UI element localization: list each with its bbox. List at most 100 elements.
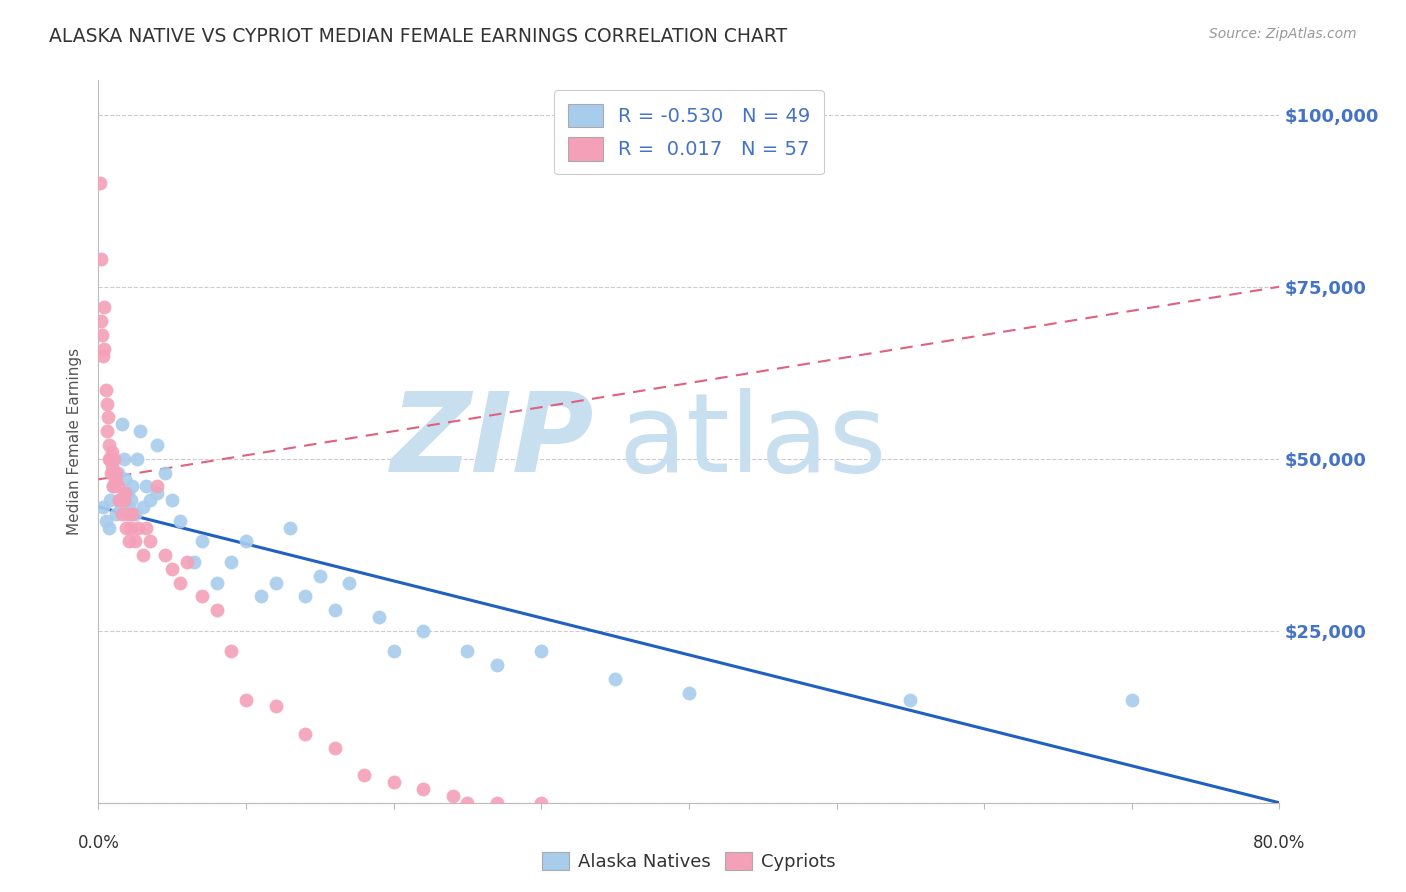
Point xyxy=(101,445,124,459)
Point xyxy=(678,686,700,700)
Point xyxy=(115,520,138,534)
Point xyxy=(108,493,131,508)
Text: 80.0%: 80.0% xyxy=(1253,834,1306,852)
Point xyxy=(264,575,287,590)
Point xyxy=(176,555,198,569)
Point xyxy=(110,493,132,508)
Point xyxy=(235,692,257,706)
Point xyxy=(205,603,228,617)
Text: Source: ZipAtlas.com: Source: ZipAtlas.com xyxy=(1209,27,1357,41)
Point xyxy=(120,520,142,534)
Point xyxy=(153,548,176,562)
Point xyxy=(121,479,143,493)
Point xyxy=(412,624,434,638)
Point xyxy=(97,451,120,466)
Point xyxy=(309,568,332,582)
Point xyxy=(486,796,509,810)
Point xyxy=(605,672,627,686)
Point xyxy=(441,789,464,803)
Point xyxy=(114,486,136,500)
Point xyxy=(457,796,479,810)
Point xyxy=(96,424,118,438)
Point xyxy=(94,383,117,397)
Point xyxy=(162,562,183,576)
Point xyxy=(94,514,117,528)
Point xyxy=(117,507,139,521)
Point xyxy=(280,520,302,534)
Point xyxy=(264,699,287,714)
Point xyxy=(128,424,150,438)
Text: 0.0%: 0.0% xyxy=(77,834,120,852)
Point xyxy=(114,472,136,486)
Point xyxy=(124,507,146,521)
Point xyxy=(91,327,114,342)
Point xyxy=(294,590,316,604)
Text: atlas: atlas xyxy=(619,388,887,495)
Point xyxy=(117,486,139,500)
Point xyxy=(323,740,346,755)
Point xyxy=(96,397,118,411)
Point xyxy=(382,644,405,658)
Point xyxy=(457,644,479,658)
Point xyxy=(124,534,146,549)
Text: ZIP: ZIP xyxy=(391,388,595,495)
Point xyxy=(90,314,112,328)
Point xyxy=(146,479,169,493)
Point xyxy=(135,479,157,493)
Point xyxy=(900,692,922,706)
Point xyxy=(530,796,553,810)
Point xyxy=(110,500,132,514)
Point xyxy=(169,514,191,528)
Point xyxy=(111,507,134,521)
Point xyxy=(93,342,115,356)
Legend: R = -0.530   N = 49, R =  0.017   N = 57: R = -0.530 N = 49, R = 0.017 N = 57 xyxy=(554,90,824,175)
Point xyxy=(118,500,141,514)
Point xyxy=(98,493,121,508)
Text: ALASKA NATIVE VS CYPRIOT MEDIAN FEMALE EARNINGS CORRELATION CHART: ALASKA NATIVE VS CYPRIOT MEDIAN FEMALE E… xyxy=(49,27,787,45)
Point xyxy=(90,252,112,267)
Point xyxy=(530,644,553,658)
Point xyxy=(112,493,135,508)
Point xyxy=(127,520,149,534)
Point xyxy=(353,768,375,782)
Point xyxy=(111,417,134,432)
Point xyxy=(323,603,346,617)
Point xyxy=(107,479,129,493)
Point xyxy=(112,451,135,466)
Point xyxy=(139,534,162,549)
Point xyxy=(132,548,155,562)
Point xyxy=(135,520,157,534)
Point xyxy=(97,520,120,534)
Point xyxy=(191,534,214,549)
Point xyxy=(93,301,115,315)
Point xyxy=(91,500,114,514)
Point xyxy=(294,727,316,741)
Legend: Alaska Natives, Cypriots: Alaska Natives, Cypriots xyxy=(534,845,844,879)
Point xyxy=(339,575,361,590)
Point xyxy=(120,493,142,508)
Point xyxy=(98,451,121,466)
Point xyxy=(105,507,128,521)
Point xyxy=(105,466,128,480)
Point xyxy=(382,775,405,789)
Point xyxy=(100,458,122,473)
Point xyxy=(118,534,141,549)
Point xyxy=(103,479,125,493)
Point xyxy=(153,466,176,480)
Point xyxy=(1121,692,1143,706)
Point xyxy=(235,534,257,549)
Point xyxy=(100,466,122,480)
Point xyxy=(98,438,121,452)
Point xyxy=(146,438,169,452)
Point xyxy=(221,555,243,569)
Point xyxy=(412,782,434,797)
Point xyxy=(108,493,131,508)
Point xyxy=(221,644,243,658)
Point xyxy=(139,493,162,508)
Point xyxy=(104,472,127,486)
Point xyxy=(103,479,125,493)
Point xyxy=(97,410,120,425)
Point xyxy=(169,575,191,590)
Point xyxy=(132,500,155,514)
Point xyxy=(183,555,205,569)
